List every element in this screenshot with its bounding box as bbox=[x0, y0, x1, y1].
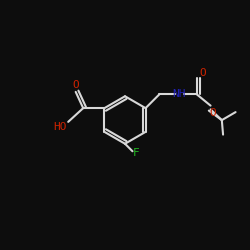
Text: O: O bbox=[200, 68, 206, 78]
Text: O: O bbox=[209, 108, 216, 118]
Text: O: O bbox=[72, 80, 79, 90]
Text: NH: NH bbox=[172, 90, 186, 99]
Text: F: F bbox=[133, 148, 140, 158]
Text: HO: HO bbox=[54, 122, 67, 132]
